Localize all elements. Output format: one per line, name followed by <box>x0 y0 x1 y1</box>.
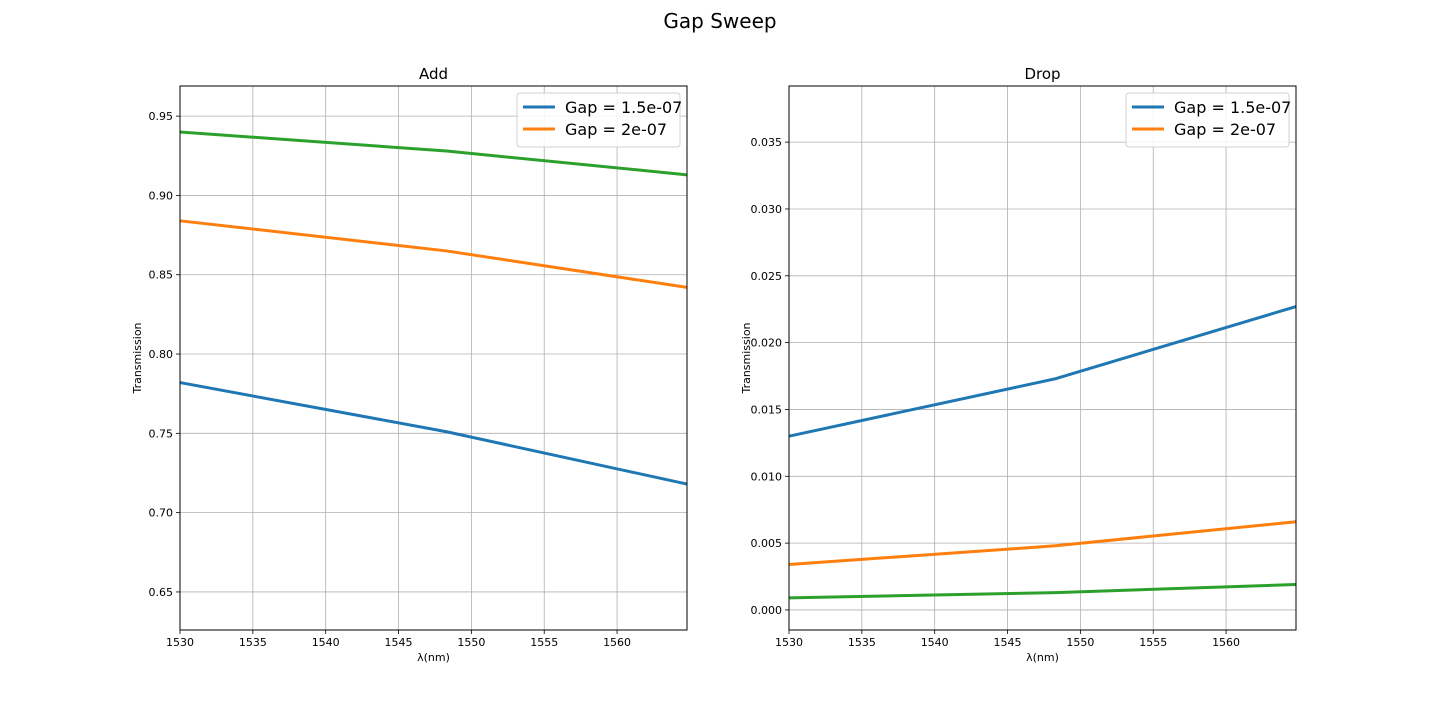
chart-drop-y-axis-label: Transmission <box>740 322 753 394</box>
chart-drop-x-tick-label: 1540 <box>921 636 949 649</box>
chart-add-x-tick-label: 1540 <box>312 636 340 649</box>
chart-add-x-axis-label: λ(nm) <box>417 651 450 664</box>
chart-drop-x-axis-label: λ(nm) <box>1026 651 1059 664</box>
chart-add-x-tick-label: 1550 <box>457 636 485 649</box>
chart-add-legend-box <box>516 92 681 148</box>
chart-drop-x-tick-label: 1530 <box>775 636 803 649</box>
chart-add-legend-label: Gap = 2e-07 <box>565 120 667 139</box>
chart-add-legend: Gap = 1.5e-07 Gap = 2e-07 <box>516 92 682 148</box>
chart-drop-axes-frame <box>788 85 1297 631</box>
chart-add-y-tick-label: 0.90 <box>149 189 174 202</box>
chart-add-x-tick-label: 1560 <box>603 636 631 649</box>
chart-add-legend-label: Gap = 1.5e-07 <box>565 98 682 117</box>
chart-add-y-tick-label: 0.70 <box>149 507 174 520</box>
chart-add-y-tick-label: 0.95 <box>149 110 174 123</box>
chart-add-x-tick-label: 1535 <box>239 636 267 649</box>
chart-add-x-tick-label: 1545 <box>385 636 413 649</box>
chart-drop-series-line-1 <box>788 520 1297 567</box>
chart-add-series-line-1 <box>179 219 688 289</box>
chart-drop-y-tick-label: 0.020 <box>751 337 783 350</box>
chart-drop-y-tick-label: 0.030 <box>751 203 783 216</box>
chart-add-title: Add <box>419 65 448 83</box>
chart-drop-legend-label: Gap = 2e-07 <box>1174 120 1276 139</box>
chart-add-axes-frame <box>179 85 688 631</box>
chart-drop-y-tick-label: 0.035 <box>751 136 783 149</box>
chart-drop-legend-box <box>1125 92 1290 148</box>
chart-drop-legend: Gap = 1.5e-07 Gap = 2e-07 <box>1125 92 1291 148</box>
chart-drop-x-tick-label: 1555 <box>1139 636 1167 649</box>
chart-drop-x-tick-label: 1535 <box>848 636 876 649</box>
chart-add-series-line-2 <box>179 130 688 177</box>
chart-drop-series-line-2 <box>788 583 1297 600</box>
chart-add-plot-area <box>180 86 687 630</box>
chart-drop-plot-area <box>789 86 1296 630</box>
chart-add-y-axis-label: Transmission <box>131 322 144 394</box>
chart-drop-y-tick-label: 0.015 <box>751 403 783 416</box>
chart-drop-x-tick-label: 1560 <box>1212 636 1240 649</box>
chart-drop: 1530 1535 1540 1545 1550 1555 1560 0.000 0.005 0.… <box>740 65 1297 664</box>
chart-add-series-line-0 <box>179 381 688 486</box>
chart-add: 1530 1535 1540 1545 1550 1555 1560 0.65 0.70 0.75… <box>131 65 688 664</box>
chart-drop-y-tick-label: 0.025 <box>751 270 783 283</box>
chart-add-y-tick-label: 0.80 <box>149 348 174 361</box>
chart-add-x-tick-label: 1555 <box>530 636 558 649</box>
chart-drop-y-tick-label: 0.005 <box>751 537 783 550</box>
chart-add-x-tick-label: 1530 <box>166 636 194 649</box>
chart-drop-legend-label: Gap = 1.5e-07 <box>1174 98 1291 117</box>
chart-add-y-tick-label: 0.65 <box>149 586 174 599</box>
chart-drop-x-tick-label: 1550 <box>1066 636 1094 649</box>
chart-drop-x-tick-label: 1545 <box>994 636 1022 649</box>
chart-add-y-tick-label: 0.85 <box>149 269 174 282</box>
chart-add-y-tick-label: 0.75 <box>149 427 174 440</box>
chart-drop-y-tick-label: 0.000 <box>751 604 783 617</box>
chart-drop-y-tick-label: 0.010 <box>751 470 783 483</box>
chart-drop-title: Drop <box>1024 65 1060 83</box>
figure-title: Gap Sweep <box>663 9 777 33</box>
chart-drop-series-line-0 <box>788 305 1297 438</box>
